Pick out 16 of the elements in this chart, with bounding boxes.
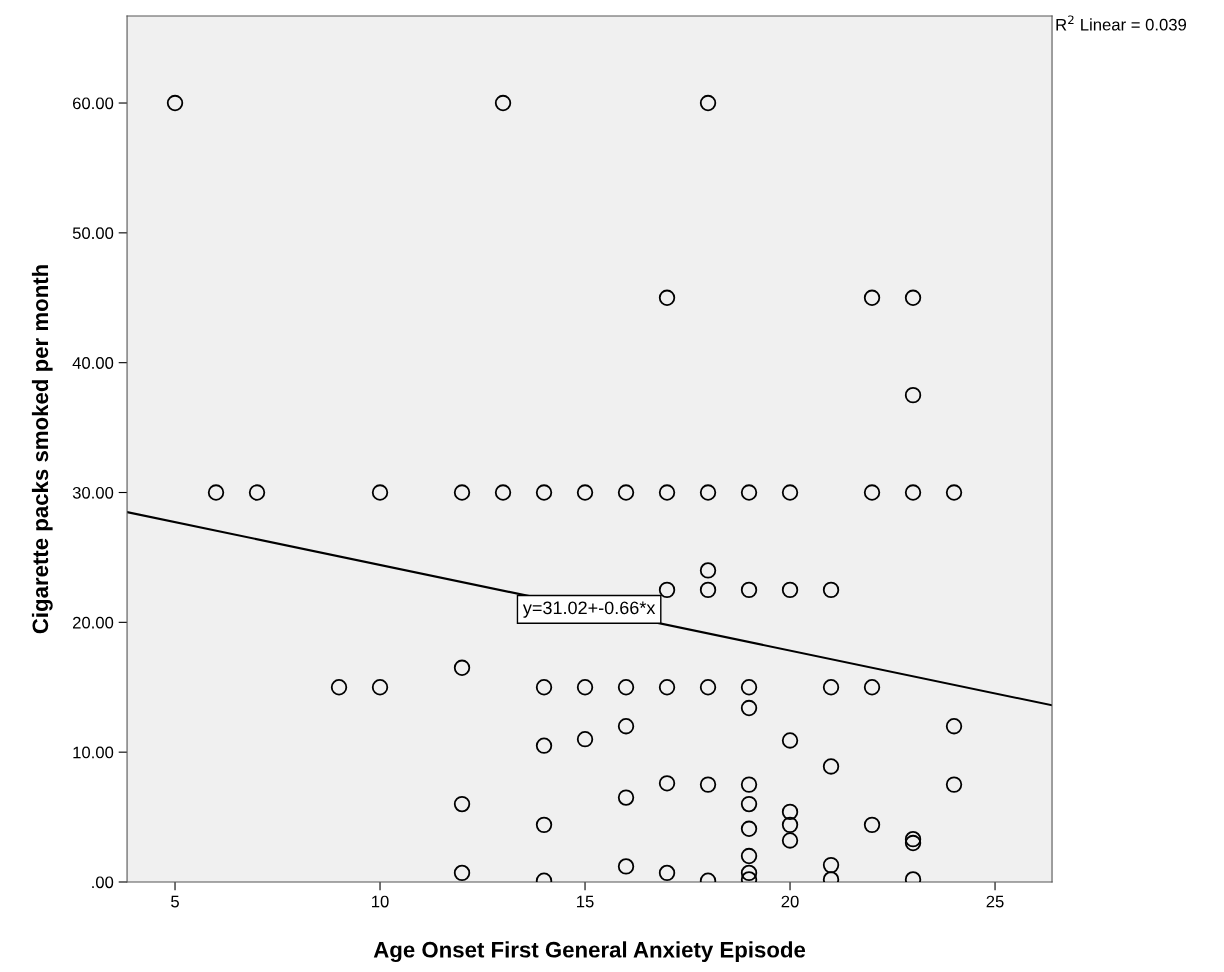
annotation: y=31.02+-0.66*x [522,601,656,618]
y-tick-label: 10.00 [73,746,114,759]
y-tick-label: .00 [92,876,114,889]
x-tick-label: 15 [577,895,594,908]
x-axis-title: Age Onset First General Anxiety Episode [373,941,806,963]
x-tick-label: 20 [781,895,799,908]
y-tick-label: 50.00 [72,227,114,240]
x-tick-label: 5 [171,895,179,908]
text: R$^{2}$ Linear = 0.039 [1056,15,1187,31]
x-tick-label: 25 [986,895,1004,908]
y-tick-label: 60.00 [73,97,114,110]
x-tick-label: 10 [372,895,389,908]
y-tick-label: 30.00 [72,486,114,499]
y-axis-title: Cigarette packs smoked per month [31,265,53,634]
y-tick-label: 20.00 [72,616,114,629]
y-tick-label: 40.00 [72,357,114,369]
